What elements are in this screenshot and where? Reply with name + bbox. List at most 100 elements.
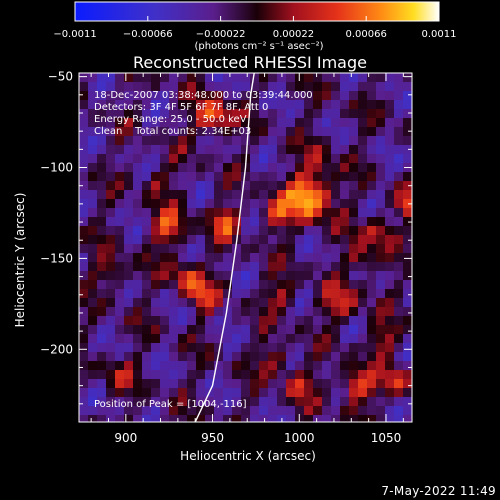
heatmap-cell (232, 181, 242, 191)
heatmap-cell (403, 325, 412, 335)
heatmap-cell (268, 73, 278, 83)
heatmap-cell (304, 217, 314, 227)
heatmap-cell (97, 307, 107, 317)
heatmap-cell (358, 136, 368, 146)
heatmap-cell (349, 154, 359, 164)
heatmap-cell (385, 379, 395, 389)
heatmap-cell (97, 262, 107, 272)
heatmap-cell (169, 217, 179, 227)
heatmap-cell (331, 154, 341, 164)
heatmap-cell (295, 127, 305, 137)
heatmap-cell (277, 280, 287, 290)
heatmap-cell (88, 190, 98, 200)
heatmap-cell (295, 343, 305, 353)
heatmap-cell (97, 334, 107, 344)
heatmap-cell (115, 334, 125, 344)
heatmap-cell (241, 343, 251, 353)
heatmap-cell (106, 199, 116, 209)
heatmap-cell (322, 397, 332, 407)
heatmap-cell (394, 352, 404, 362)
heatmap-cell (250, 253, 260, 263)
heatmap-cell (241, 397, 251, 407)
heatmap-cell (79, 379, 89, 389)
heatmap-cell (223, 343, 233, 353)
heatmap-cell (394, 136, 404, 146)
heatmap-cell (169, 145, 179, 155)
heatmap-cell (214, 109, 224, 119)
heatmap-cell (295, 190, 305, 200)
heatmap-cell (160, 217, 170, 227)
heatmap-cell (223, 244, 233, 254)
heatmap-cell (160, 307, 170, 317)
heatmap-cell (259, 82, 269, 92)
heatmap-cell (340, 406, 350, 416)
heatmap-cell (295, 298, 305, 308)
heatmap-cell (403, 271, 412, 281)
heatmap-cell (376, 127, 386, 137)
heatmap-cell (340, 208, 350, 218)
heatmap-cell (160, 253, 170, 263)
heatmap-cell (178, 244, 188, 254)
heatmap-cell (331, 217, 341, 227)
heatmap-cell (385, 370, 395, 380)
heatmap-cell (115, 244, 125, 254)
heatmap-cell (331, 190, 341, 200)
heatmap-cell (196, 379, 206, 389)
heatmap-cell (268, 226, 278, 236)
heatmap-cell (322, 262, 332, 272)
heatmap-cell (295, 262, 305, 272)
heatmap-cell (124, 379, 134, 389)
heatmap-cell (277, 406, 287, 416)
heatmap-cell (295, 91, 305, 101)
heatmap-cell (250, 280, 260, 290)
heatmap-cell (367, 334, 377, 344)
heatmap-cell (358, 307, 368, 317)
heatmap-cell (97, 226, 107, 236)
heatmap-cell (88, 397, 98, 407)
heatmap-cell (160, 154, 170, 164)
heatmap-cell (169, 280, 179, 290)
heatmap-cell (358, 109, 368, 119)
heatmap-cell (97, 289, 107, 299)
heatmap-cell (322, 199, 332, 209)
heatmap-cell (304, 307, 314, 317)
heatmap-cell (322, 181, 332, 191)
heatmap-cell (97, 145, 107, 155)
heatmap-cell (178, 154, 188, 164)
heatmap-cell (79, 235, 89, 245)
heatmap-cell (124, 235, 134, 245)
heatmap-cell (106, 235, 116, 245)
heatmap-cell (142, 145, 152, 155)
heatmap-cell (349, 235, 359, 245)
heatmap-cell (268, 163, 278, 173)
heatmap-cell (142, 280, 152, 290)
heatmap-cell (187, 163, 197, 173)
heatmap-cell (250, 334, 260, 344)
heatmap-cell (169, 163, 179, 173)
heatmap-cell (214, 397, 224, 407)
heatmap-cell (286, 388, 296, 398)
heatmap-cell (277, 361, 287, 371)
heatmap-cell (115, 163, 125, 173)
heatmap-cell (223, 397, 233, 407)
heatmap-cell (367, 415, 377, 422)
heatmap-cell (331, 298, 341, 308)
heatmap-cell (250, 181, 260, 191)
heatmap-cell (205, 307, 215, 317)
heatmap-cell (232, 352, 242, 362)
heatmap-cell (124, 280, 134, 290)
heatmap-cell (223, 136, 233, 146)
heatmap-cell (349, 298, 359, 308)
heatmap-cell (187, 73, 197, 83)
heatmap-cell (403, 397, 412, 407)
heatmap-cell (340, 397, 350, 407)
heatmap-cell (313, 343, 323, 353)
heatmap-cell (322, 172, 332, 182)
heatmap-cell (151, 136, 161, 146)
heatmap-cell (223, 388, 233, 398)
heatmap-cell (124, 352, 134, 362)
heatmap-cell (358, 145, 368, 155)
heatmap-cell (151, 127, 161, 137)
heatmap-cell (106, 271, 116, 281)
heatmap-cell (277, 307, 287, 317)
